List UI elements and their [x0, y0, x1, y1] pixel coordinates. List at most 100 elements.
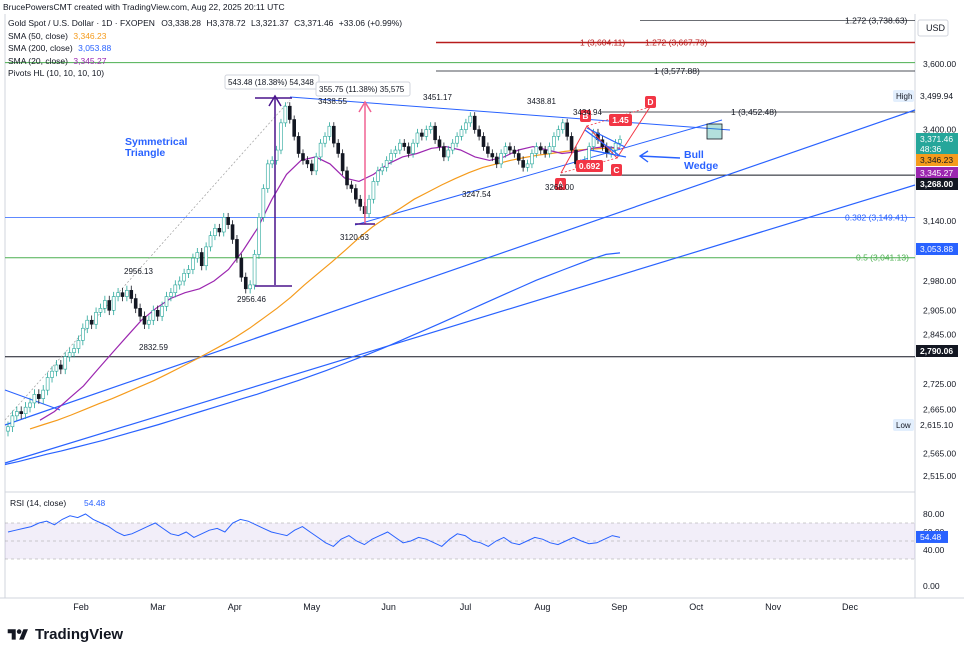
- indicator-row-sma200[interactable]: SMA (200, close) 3,053.88: [8, 42, 402, 55]
- fib-label: 1.272 (3,667.79): [645, 38, 708, 48]
- candle-body: [332, 125, 336, 144]
- price-tag: 3,499.94: [920, 91, 953, 101]
- pattern-label-bg: [609, 114, 632, 126]
- candle-body: [345, 170, 349, 186]
- candle-body: [301, 153, 305, 161]
- candle-body: [6, 426, 10, 432]
- candle-body: [543, 149, 547, 154]
- dotted-guide: [4, 99, 291, 421]
- time-axis-label: Jun: [381, 602, 396, 612]
- price-tag-bg: [916, 345, 958, 357]
- price-tag: 3,053.88: [920, 244, 953, 254]
- measure-box-label: 355.75 (11.38%) 35,575: [319, 85, 405, 94]
- fib-label: 0.382 (3,149.41): [845, 213, 908, 223]
- rsi-line: [7, 513, 621, 547]
- price-tag: 2,615.10: [920, 420, 953, 430]
- pattern-label: D: [647, 97, 653, 107]
- time-axis-label: Aug: [534, 602, 550, 612]
- candle-body: [50, 370, 54, 378]
- pattern-label: B: [582, 111, 588, 121]
- ohlc-low: L3,321.37: [250, 18, 289, 28]
- indicator-value: 3,345.27: [73, 55, 107, 66]
- indicator-row-pivots[interactable]: Pivots HL (10, 10, 10, 10): [8, 67, 402, 80]
- candle-body: [208, 235, 213, 248]
- candle-body: [164, 296, 169, 307]
- indicator-value: 3,053.88: [78, 43, 112, 53]
- pivot-price-label: 2832.59: [139, 343, 168, 352]
- candle-body: [120, 292, 125, 297]
- candle-body: [340, 153, 345, 172]
- candle-body: [116, 292, 120, 297]
- candle-body: [103, 300, 107, 309]
- candle-body: [424, 129, 429, 137]
- candle-body: [442, 146, 446, 158]
- ohlc-change: +33.06 (+0.99%): [338, 18, 403, 28]
- price-tick-label: 2,725.00: [923, 379, 956, 389]
- pivot-price-label: 3247.54: [462, 190, 491, 199]
- candle-body: [292, 119, 296, 137]
- candle-body: [252, 254, 257, 286]
- candle-body: [213, 228, 217, 236]
- wedge-top-line: [586, 127, 626, 148]
- candle-body: [94, 311, 98, 325]
- price-tick-label: 2,665.00: [923, 404, 956, 414]
- candle-body: [565, 122, 569, 137]
- candle-body: [15, 411, 19, 417]
- indicator-row-sma20[interactable]: SMA (20, close) 3,345.27: [8, 55, 402, 68]
- candle-body: [85, 319, 90, 329]
- candle-body: [327, 125, 332, 137]
- candle-body: [195, 252, 200, 259]
- candle-body: [147, 319, 151, 325]
- price-tag-label: High: [896, 92, 912, 101]
- indicator-row-sma50[interactable]: SMA (50, close) 3,346.23: [8, 30, 402, 43]
- time-axis-label: Jul: [460, 602, 472, 612]
- candle-body: [494, 156, 499, 165]
- trendline-small: [4, 389, 61, 411]
- time-axis-label: Mar: [150, 602, 166, 612]
- measure-arrow-1-head: [268, 94, 282, 107]
- candle-body: [54, 364, 59, 372]
- candle-body: [437, 139, 442, 147]
- bull-wedge-arrow: [638, 150, 681, 163]
- indicator-value: 3,346.23: [73, 30, 107, 41]
- candle-body: [199, 252, 204, 267]
- candle-body: [336, 142, 341, 154]
- price-tick-label: 2,845.00: [923, 329, 956, 339]
- fib-label: 0.5 (3,041.13): [856, 253, 909, 263]
- candle-body: [23, 406, 28, 414]
- time-axis-label: Dec: [842, 602, 859, 612]
- ohlc-open: O3,338.28: [161, 18, 201, 28]
- candle-body: [477, 129, 481, 137]
- candle-body: [138, 308, 142, 317]
- tradingview-brand[interactable]: TradingView: [6, 626, 123, 643]
- candle-body: [235, 239, 239, 259]
- price-tag-bg: [916, 133, 958, 145]
- price-tag: 3,345.27: [920, 168, 953, 178]
- rsi-value-tag: 54.48: [920, 532, 942, 542]
- created-by-line: BrucePowersCMT created with TradingView.…: [3, 2, 285, 12]
- pattern-annotation: Symmetrical: [125, 136, 188, 148]
- candle-body: [243, 276, 248, 290]
- price-tag-label: Low: [896, 421, 911, 430]
- symbol-row[interactable]: Gold Spot / U.S. Dollar · 1D · FXOPEN O3…: [8, 17, 402, 30]
- candle-body: [270, 160, 274, 165]
- pivot-price-label: 3438.55: [318, 97, 347, 106]
- candle-body: [516, 153, 521, 161]
- fib-label: 1 (3,577.88): [654, 66, 700, 76]
- candle-body: [10, 415, 15, 428]
- indicator-label: Pivots HL (10, 10, 10, 10): [8, 68, 105, 78]
- rsi-tick-label: 40.00: [923, 545, 945, 555]
- candle-body: [151, 310, 156, 321]
- price-tick-label: 2,515.00: [923, 471, 956, 481]
- candle-body: [587, 146, 591, 161]
- tradingview-logo-icon: [7, 628, 28, 640]
- price-tag: 48:36: [920, 144, 942, 154]
- candle-body: [133, 298, 138, 309]
- price-tag-bg: [916, 143, 958, 155]
- price-tag-bg: [916, 167, 958, 179]
- candle-body: [534, 146, 539, 154]
- candle-body: [76, 340, 81, 349]
- pattern-annotation: Bull: [684, 149, 704, 161]
- candle-body: [309, 163, 314, 172]
